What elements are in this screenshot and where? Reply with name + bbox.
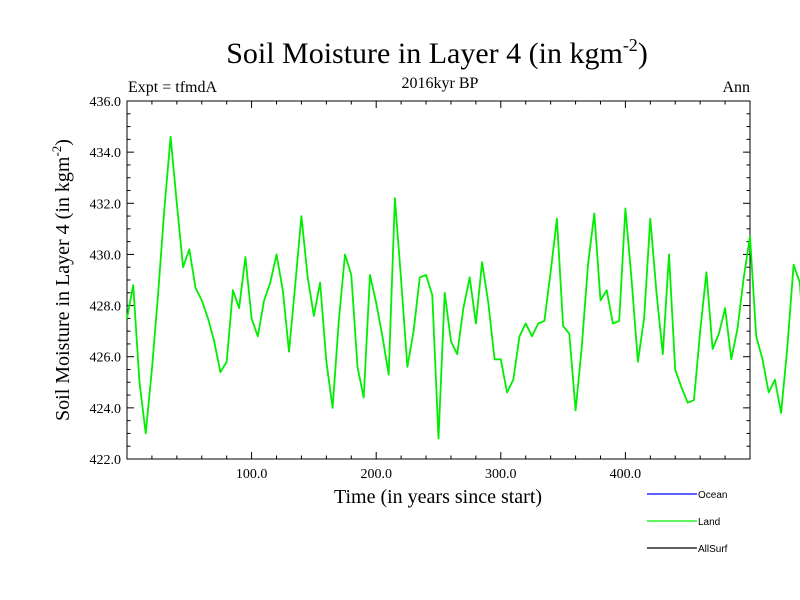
axis-ticks (127, 100, 750, 460)
legend-label-allsurf: AllSurf (698, 544, 728, 555)
land-series-line (126, 135, 800, 440)
y-tick-label: 432.0 (90, 197, 122, 212)
legend-label-land: Land (698, 517, 720, 528)
legend-label-ocean: Ocean (698, 490, 727, 501)
experiment-label: Expt = tfmdA (128, 79, 217, 96)
x-tick-label: 400.0 (610, 467, 642, 482)
y-axis-title: Soil Moisture in Layer 4 (in kgm-2) (49, 139, 74, 421)
y-tick-label: 434.0 (90, 146, 122, 161)
x-tick-label: 200.0 (360, 467, 392, 482)
chart-title: Soil Moisture in Layer 4 (in kgm-2) (226, 35, 648, 70)
plot-frame (126, 100, 751, 460)
y-tick-label: 430.0 (90, 248, 122, 263)
y-tick-label: 426.0 (90, 351, 122, 366)
x-axis-title: Time (in years since start) (334, 486, 542, 508)
y-tick-label: 424.0 (90, 402, 122, 417)
y-tick-label: 422.0 (90, 453, 122, 468)
y-tick-labels: 422.0 424.0 426.0 428.0 430.0 432.0 434.0 436.0 (90, 95, 122, 468)
chart-subtitle: 2016kyr BP (402, 75, 479, 92)
x-tick-label: 100.0 (236, 467, 268, 482)
season-label: Ann (722, 79, 750, 96)
x-tick-label: 300.0 (485, 467, 517, 482)
y-tick-label: 436.0 (90, 95, 122, 110)
x-tick-labels: 100.0 200.0 300.0 400.0 (236, 467, 641, 482)
legend: Ocean Land AllSurf (647, 490, 728, 555)
y-tick-label: 428.0 (90, 300, 122, 315)
